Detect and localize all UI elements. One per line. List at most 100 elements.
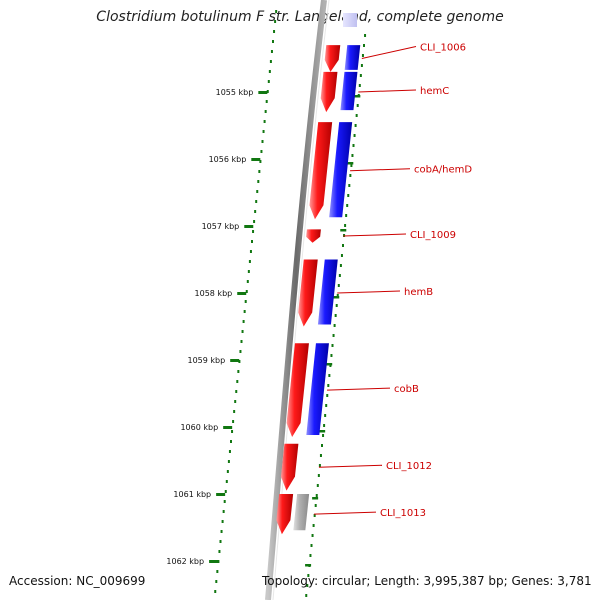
inner-scale-dot — [348, 184, 351, 187]
gene-label[interactable]: CLI_1009 — [410, 230, 456, 241]
inner-scale-dot — [311, 534, 314, 537]
scale-dots — [214, 10, 367, 597]
inner-tick-mark — [319, 430, 326, 433]
scale-ticks: 1055 kbp 1056 kbp 1057 kbp 1058 kbp 1059 kbp… — [166, 88, 361, 567]
gene-arrow-reverse[interactable] — [324, 45, 341, 72]
gene-arrow-reverse[interactable] — [298, 259, 318, 327]
topology-text: Topology: circular; Length: 3,995,387 bp… — [262, 574, 592, 588]
inner-scale-dot — [329, 364, 332, 367]
gene-arrow-forward[interactable] — [344, 45, 361, 70]
scale-dot — [224, 490, 227, 493]
gene-label-leader — [327, 387, 391, 391]
scale-dot — [275, 10, 278, 13]
scale-dot — [262, 130, 265, 133]
inner-tick-mark — [347, 162, 354, 165]
gene-arrow-forward[interactable] — [340, 71, 358, 111]
tick-mark — [216, 493, 226, 496]
gene-label[interactable]: cobA/hemD — [414, 165, 472, 176]
inner-scale-dot — [351, 154, 354, 157]
tick-mark — [223, 426, 233, 429]
scale-dot — [263, 120, 266, 123]
scale-dot — [237, 370, 240, 373]
gene-arrow-reverse[interactable] — [320, 71, 338, 113]
gene-arrow-forward[interactable] — [329, 122, 353, 218]
gene-label[interactable]: CLI_1013 — [380, 508, 426, 519]
scale-dot — [273, 30, 276, 33]
scale-dot — [242, 320, 245, 323]
scale-dot — [231, 430, 234, 433]
tick-label: 1056 kbp — [209, 155, 247, 164]
inner-scale-dot — [338, 274, 341, 277]
gene-arrow-reverse[interactable] — [306, 229, 321, 243]
gene-arrow-forward[interactable] — [317, 259, 338, 325]
inner-scale-dot — [356, 104, 359, 107]
scale-dot — [215, 580, 218, 583]
inner-scale-dot — [360, 64, 363, 67]
gene-label[interactable]: hemB — [404, 287, 433, 298]
gene-label-leader — [361, 46, 417, 59]
gene-label[interactable]: hemC — [420, 86, 449, 97]
tick-label: 1055 kbp — [216, 88, 254, 97]
scale-dot — [241, 330, 244, 333]
gene-label[interactable]: CLI_1006 — [420, 43, 466, 54]
sequence-backbone — [265, 0, 327, 600]
inner-scale-dot — [359, 74, 362, 77]
inner-scale-dot — [347, 194, 350, 197]
gene-label-leader — [358, 89, 417, 93]
scale-dot — [267, 80, 270, 83]
gene-features — [276, 13, 361, 535]
inner-scale-dot — [333, 324, 336, 327]
scale-dot — [222, 510, 225, 513]
inner-scale-dot — [337, 284, 340, 287]
inner-tick-mark — [305, 564, 312, 567]
tick-label: 1057 kbp — [202, 222, 240, 231]
scale-dot — [248, 260, 251, 263]
tick-label: 1059 kbp — [187, 356, 225, 365]
inner-scale-dot — [322, 434, 325, 437]
tick-mark — [230, 359, 240, 362]
scale-dot — [264, 110, 267, 113]
scale-dot — [272, 40, 274, 43]
inner-tick-mark — [354, 95, 361, 98]
inner-scale-dot — [345, 214, 348, 217]
gene-arrow-reverse[interactable] — [309, 122, 333, 220]
inner-scale-dot — [335, 304, 338, 307]
gene-label[interactable]: cobB — [394, 384, 419, 395]
scale-dot — [253, 220, 256, 223]
inner-scale-dot — [353, 134, 356, 137]
tick-label: 1061 kbp — [173, 490, 211, 499]
inner-scale-dot — [309, 554, 312, 557]
inner-scale-dot — [306, 584, 309, 587]
tick-mark — [209, 560, 219, 563]
gene-label[interactable]: CLI_1012 — [386, 461, 432, 472]
gene-arrow-reverse[interactable] — [276, 494, 294, 535]
inner-scale-dot — [336, 294, 339, 297]
inner-tick-mark — [312, 497, 319, 500]
gene-feature-other[interactable] — [293, 494, 310, 531]
gene-arrow-reverse[interactable] — [286, 343, 309, 438]
scale-dot — [238, 360, 241, 363]
inner-scale-dot — [308, 564, 311, 567]
accession-text: Accession: NC_009699 — [9, 574, 146, 588]
inner-scale-dot — [330, 354, 333, 357]
scale-dot — [245, 290, 248, 293]
inner-scale-dot — [316, 484, 319, 487]
gene-arrow-faded — [343, 13, 357, 27]
inner-scale-dot — [324, 414, 327, 417]
scale-dot — [249, 250, 252, 253]
gene-arrow-forward[interactable] — [306, 343, 329, 436]
gene-label-leader — [318, 464, 383, 468]
inner-scale-dot — [317, 474, 320, 477]
gene-arrow-reverse[interactable] — [280, 443, 299, 491]
scale-dot — [255, 200, 258, 203]
tick-label: 1062 kbp — [166, 557, 204, 566]
scale-dot — [266, 90, 269, 93]
scale-dot — [227, 460, 230, 463]
inner-scale-dot — [323, 424, 326, 427]
scale-dot — [270, 50, 273, 53]
inner-scale-dot — [331, 344, 334, 347]
scale-dot — [217, 560, 220, 563]
scale-dot — [269, 60, 272, 63]
inner-tick-mark — [326, 363, 333, 366]
